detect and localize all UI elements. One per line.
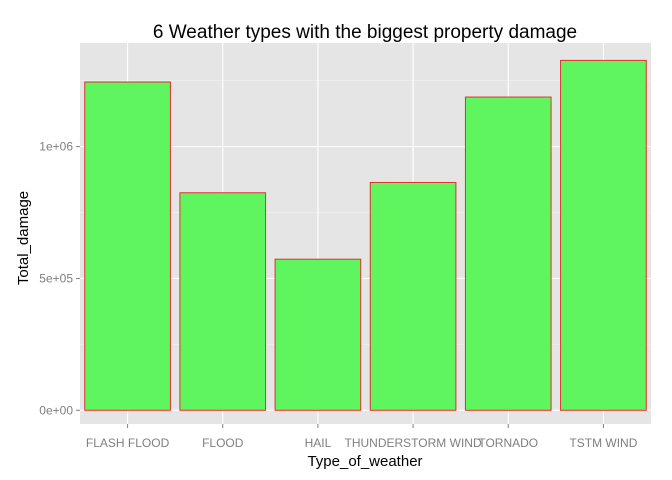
y-tick-label: 1e+06	[39, 140, 73, 154]
bar-thunderstorm-wind	[369, 181, 457, 411]
bar-hail	[274, 258, 362, 411]
x-tick-label: THUNDERSTORM WIND	[345, 436, 482, 450]
plot-panel	[80, 43, 651, 424]
y-axis: 0e+00 5e+05 1e+06	[39, 140, 80, 417]
x-tick-label: TORNADO	[478, 436, 538, 450]
x-tick-label: TSTM WIND	[569, 436, 637, 450]
bar-tornado	[464, 96, 552, 411]
bar-flash-flood	[84, 81, 171, 411]
bars	[84, 59, 647, 411]
bar-flood	[179, 192, 267, 411]
x-tick-label: HAIL	[305, 436, 332, 450]
y-axis-title: Total_damage	[15, 191, 32, 285]
y-tick-label: 0e+00	[39, 403, 73, 417]
minor-gridlines	[80, 80, 651, 345]
x-axis-title: Type_of_weather	[307, 453, 422, 470]
x-tick-label: FLOOD	[202, 436, 244, 450]
bar-tstm-wind	[560, 59, 647, 411]
chart-title: 6 Weather types with the biggest propert…	[153, 22, 577, 43]
y-tick-label: 5e+05	[39, 271, 73, 285]
x-axis: FLASH FLOOD FLOOD HAIL THUNDERSTORM WINDTOR…	[86, 424, 638, 450]
x-tick-label: FLASH FLOOD	[86, 436, 170, 450]
